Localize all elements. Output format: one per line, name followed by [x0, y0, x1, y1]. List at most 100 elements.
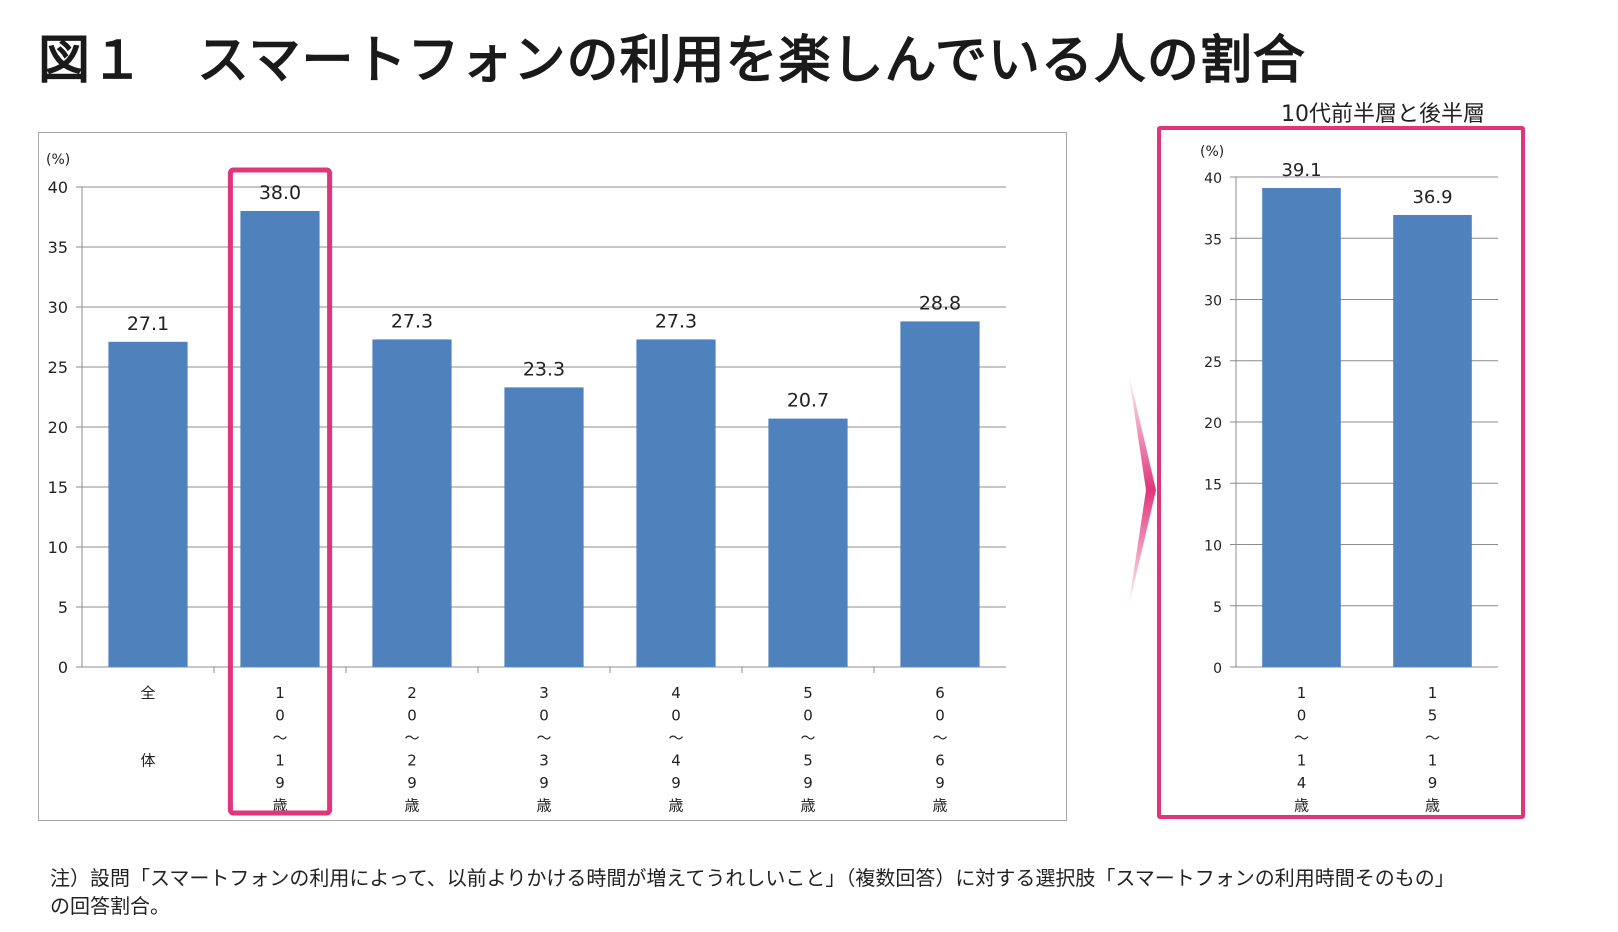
category-label-char: 9 — [275, 774, 285, 792]
bar — [1393, 214, 1472, 667]
bar — [768, 418, 848, 667]
value-label: 38.0 — [259, 182, 301, 204]
bar — [1262, 188, 1341, 667]
category-label-char: 〜 — [1294, 729, 1309, 747]
arrow-icon — [1128, 370, 1168, 614]
category-label-char: 0 — [935, 707, 945, 725]
category-label-char: 0 — [803, 707, 813, 725]
y-tick-label: 10 — [1204, 539, 1222, 555]
category-label-char: 歳 — [272, 797, 287, 815]
category-label-char: 歳 — [932, 797, 947, 815]
value-label: 27.3 — [655, 310, 697, 332]
y-tick-label: 15 — [48, 478, 68, 497]
category-label-char: 6 — [935, 684, 945, 702]
category-label-char: 4 — [1297, 774, 1307, 792]
category-label-char: 〜 — [932, 729, 947, 747]
category-label-char: 0 — [407, 707, 417, 725]
category-label-char: 5 — [803, 684, 813, 702]
footnote-line-2: の回答割合。 — [50, 894, 170, 918]
category-label-char: 1 — [275, 684, 285, 702]
category-label-char: 0 — [671, 707, 681, 725]
category-label-char: 9 — [1428, 774, 1438, 792]
page-title: 図１ スマートフォンの利用を楽しんでいる人の割合 — [38, 31, 1306, 91]
category-label-char: 0 — [539, 707, 549, 725]
category-label-char: 9 — [935, 774, 945, 792]
category-label-char: 歳 — [404, 797, 419, 815]
category-label-char: 1 — [1428, 752, 1438, 770]
bar — [636, 339, 716, 667]
category-label-char: 〜 — [668, 729, 683, 747]
y-tick-label: 25 — [1204, 355, 1222, 371]
category-label-char: 9 — [539, 774, 549, 792]
category-label-char: 〜 — [272, 729, 287, 747]
category-label-char: 歳 — [800, 797, 815, 815]
chart-by-age: 0 5 10 15 20 25 30 35 40 (%) 27.1 全体 38.0 1 0 〜 1 9 歳 27.3 2… — [38, 132, 1068, 826]
category-label-char: 5 — [803, 752, 813, 770]
category-label-char: 2 — [407, 752, 417, 770]
value-label: 23.3 — [523, 358, 565, 380]
y-tick-label: 40 — [48, 178, 68, 197]
highlight-box — [227, 167, 333, 816]
category-label-char: 3 — [539, 684, 549, 702]
y-tick-label: 20 — [48, 418, 68, 437]
category-label-char: 1 — [1428, 684, 1438, 702]
category-label-char: 体 — [140, 752, 155, 770]
category-label-char: 全 — [140, 684, 155, 702]
y-tick-label: 20 — [1204, 416, 1222, 432]
y-tick-label: 30 — [48, 298, 68, 317]
value-label: 27.1 — [127, 313, 169, 335]
y-tick-label: 15 — [1204, 477, 1222, 493]
category-label-char: 6 — [935, 752, 945, 770]
category-label-char: 3 — [539, 752, 549, 770]
category-label-char: 歳 — [1294, 797, 1309, 815]
value-label: 36.9 — [1412, 187, 1452, 208]
bar — [372, 339, 452, 667]
chart-by-age-svg: 0510152025303540(%)27.1全体38.010〜19歳27.32… — [38, 132, 1067, 821]
teens-highlight-box — [1157, 126, 1525, 819]
category-label-char: 9 — [671, 774, 681, 792]
category-label-char: 9 — [407, 774, 417, 792]
category-label-char: 〜 — [404, 729, 419, 747]
y-tick-label: 30 — [1204, 294, 1222, 310]
y-unit-label: (%) — [46, 152, 70, 168]
category-label-char: 4 — [671, 684, 681, 702]
footnote-line-1: 注）設問「スマートフォンの利用によって、以前よりかける時間が増えてうれしいこと」… — [50, 866, 1455, 890]
y-tick-label: 10 — [48, 538, 68, 557]
value-label: 27.3 — [391, 310, 433, 332]
category-label-char: 歳 — [668, 797, 683, 815]
category-label-char: 4 — [671, 752, 681, 770]
y-tick-label: 5 — [58, 598, 68, 617]
category-label-char: 1 — [1297, 684, 1307, 702]
category-label-char: 9 — [803, 774, 813, 792]
category-label-char: 5 — [1428, 707, 1438, 725]
y-tick-label: 35 — [48, 238, 68, 257]
category-label-char: 0 — [275, 707, 285, 725]
category-label-char: 1 — [275, 752, 285, 770]
bar — [240, 211, 320, 667]
category-label-char: 歳 — [1425, 797, 1440, 815]
bar — [504, 387, 584, 667]
y-unit-label: (%) — [1200, 144, 1224, 160]
y-tick-label: 35 — [1204, 232, 1222, 248]
category-label-char: 2 — [407, 684, 417, 702]
right-chart-title: 10代前半層と後半層 — [1281, 102, 1485, 127]
value-label: 39.1 — [1281, 160, 1321, 181]
y-tick-label: 40 — [1204, 171, 1222, 187]
category-label-char: 〜 — [1425, 729, 1440, 747]
category-label-char: 1 — [1297, 752, 1307, 770]
chart-teens: 0 5 10 15 20 25 30 35 40 (%) 39.1 1 0 〜 1 4 歳 36.9 1 5 〜 1 9 歳 — [1198, 128, 1568, 832]
category-label-char: 〜 — [536, 729, 551, 747]
footnote: 注）設問「スマートフォンの利用によって、以前よりかける時間が増えてうれしいこと」… — [50, 864, 1455, 920]
category-label-char: 0 — [1297, 707, 1307, 725]
bar — [108, 341, 188, 667]
category-label-char: 歳 — [536, 797, 551, 815]
chart-frame — [38, 132, 1067, 821]
value-label: 28.8 — [919, 292, 961, 314]
value-label: 20.7 — [787, 390, 829, 412]
category-label-char: 〜 — [800, 729, 815, 747]
bar — [900, 321, 980, 667]
y-tick-label: 5 — [1213, 600, 1222, 616]
y-tick-label: 0 — [58, 658, 68, 677]
y-tick-label: 0 — [1213, 661, 1222, 677]
